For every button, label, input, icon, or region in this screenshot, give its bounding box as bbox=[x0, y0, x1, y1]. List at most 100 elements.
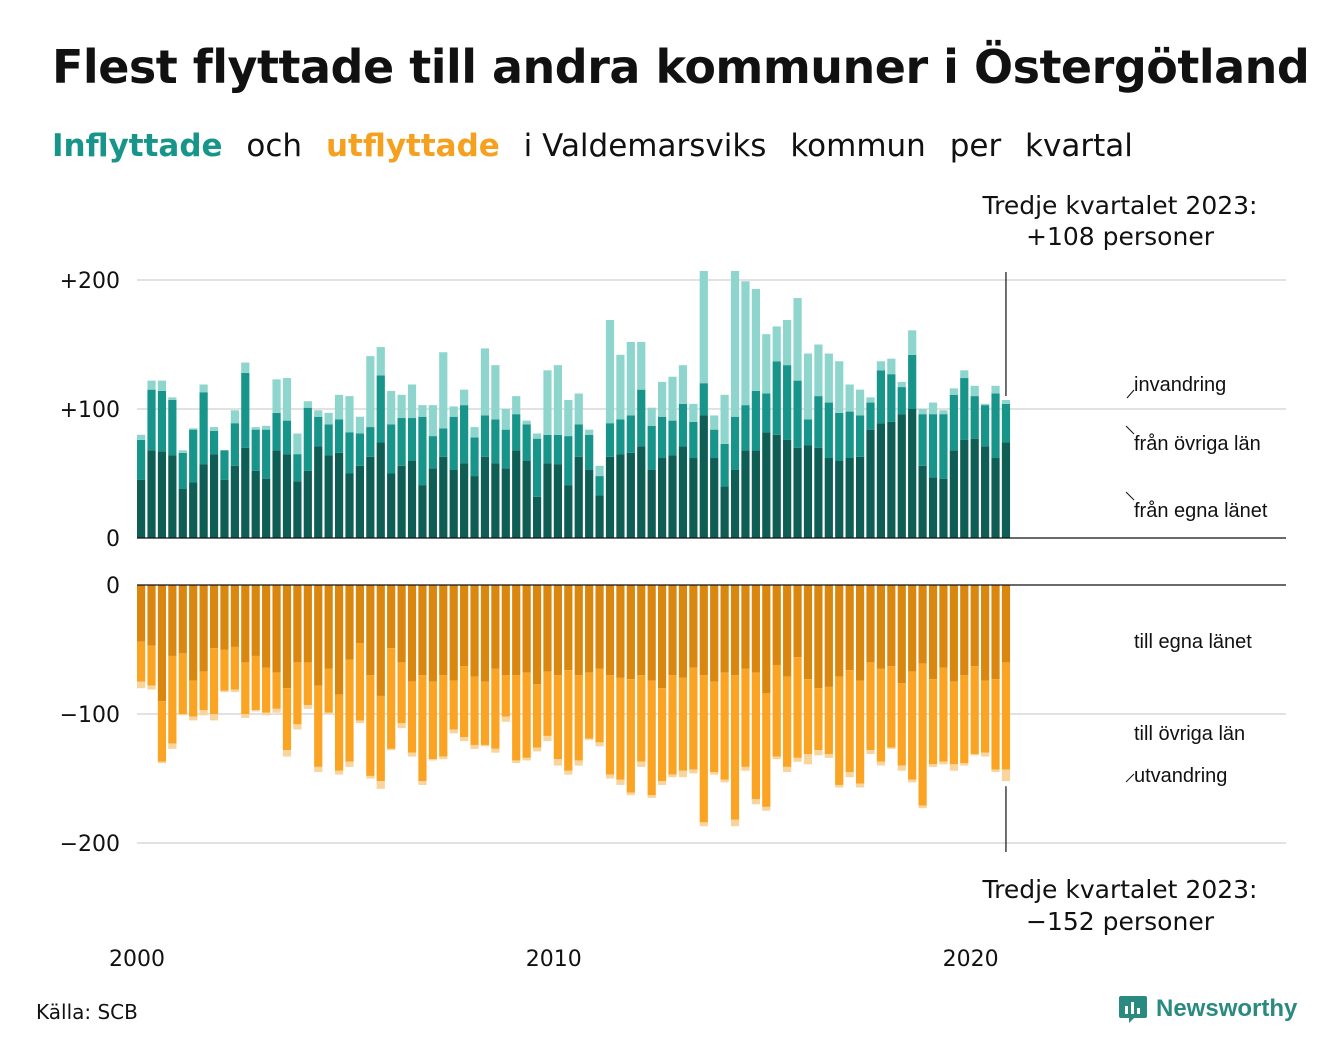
bar-in-immigration bbox=[981, 403, 990, 406]
bar-out-own bbox=[147, 585, 156, 646]
annotation-top-line2: +108 personer bbox=[1026, 222, 1215, 251]
bar-in-other bbox=[939, 414, 948, 479]
bar-out-other bbox=[230, 646, 239, 690]
bar-out-emigration bbox=[282, 750, 292, 757]
bar-in-other bbox=[241, 372, 250, 448]
bar-out-own bbox=[720, 585, 729, 673]
bar-in-own bbox=[866, 429, 875, 538]
bar-out-emigration bbox=[137, 681, 146, 689]
bar-in-immigration bbox=[741, 281, 750, 406]
bar-in-other bbox=[887, 374, 896, 422]
bar-out-emigration bbox=[960, 763, 969, 766]
bar-in-other bbox=[324, 424, 333, 456]
bar-out-own bbox=[626, 585, 635, 680]
bar-in-other bbox=[293, 454, 302, 482]
bar-out-other bbox=[1001, 662, 1011, 770]
bar-out-other bbox=[751, 672, 760, 800]
y-tick-label-top: +100 bbox=[60, 398, 120, 423]
bar-in-own bbox=[689, 458, 698, 538]
bar-in-own bbox=[845, 458, 854, 538]
bar-in-immigration bbox=[574, 393, 583, 425]
bar-out-own bbox=[303, 585, 312, 663]
bar-in-own bbox=[949, 450, 958, 538]
bar-out-own bbox=[783, 585, 792, 677]
bar-in-immigration bbox=[1001, 399, 1011, 404]
bar-in-immigration bbox=[209, 427, 219, 431]
bar-out-own bbox=[949, 585, 958, 682]
bar-out-other bbox=[918, 663, 927, 806]
bar-in-immigration bbox=[324, 412, 333, 425]
bar-in-immigration bbox=[272, 379, 281, 413]
bar-out-own bbox=[678, 585, 688, 678]
bar-out-other bbox=[262, 667, 271, 713]
bar-out-emigration bbox=[251, 710, 260, 712]
bar-out-emigration bbox=[991, 769, 1000, 773]
bar-out-emigration bbox=[668, 774, 677, 778]
bar-out-own bbox=[397, 585, 406, 663]
bar-out-other bbox=[689, 667, 698, 770]
bar-in-other bbox=[501, 429, 510, 469]
bar-out-own bbox=[522, 585, 531, 673]
bar-in-immigration bbox=[585, 429, 594, 435]
bar-out-emigration bbox=[470, 744, 479, 749]
bar-in-own bbox=[710, 458, 719, 538]
bar-out-own bbox=[605, 585, 615, 676]
bar-out-other bbox=[762, 693, 771, 807]
bar-out-own bbox=[407, 585, 417, 682]
bar-out-own bbox=[428, 585, 437, 682]
bar-in-immigration bbox=[314, 410, 323, 417]
bar-in-other bbox=[460, 405, 469, 464]
bar-out-emigration bbox=[835, 784, 844, 788]
subtitle-inflow: Inflyttade bbox=[52, 128, 223, 164]
bar-in-own bbox=[293, 481, 302, 538]
bar-out-other bbox=[720, 672, 729, 780]
bar-out-other bbox=[407, 681, 417, 753]
annotation-bottom-line1: Tredje kvartalet 2023: bbox=[982, 875, 1258, 904]
bar-in-other bbox=[209, 430, 219, 455]
bar-out-own bbox=[293, 585, 302, 663]
bar-out-own bbox=[199, 585, 208, 672]
bar-out-own bbox=[564, 585, 573, 671]
bar-out-other bbox=[939, 667, 948, 762]
bar-in-immigration bbox=[647, 407, 656, 426]
bar-in-other bbox=[710, 429, 719, 459]
bar-in-immigration bbox=[522, 420, 531, 425]
bar-in-own bbox=[439, 456, 448, 538]
bar-out-other bbox=[439, 675, 448, 757]
bar-out-emigration bbox=[199, 710, 208, 716]
bar-out-other bbox=[730, 675, 740, 820]
bar-out-own bbox=[376, 585, 385, 696]
bar-out-own bbox=[470, 585, 479, 677]
bar-out-own bbox=[137, 585, 146, 642]
bar-in-immigration bbox=[501, 409, 510, 430]
bar-in-own bbox=[262, 478, 271, 538]
bar-in-immigration bbox=[345, 396, 354, 433]
y-tick-label-bottom: −200 bbox=[60, 832, 120, 857]
bar-out-own bbox=[772, 585, 781, 665]
bar-in-other bbox=[522, 424, 531, 461]
legend-label-till-egna-lanet: till egna länet bbox=[1134, 631, 1252, 653]
bar-out-own bbox=[845, 585, 854, 671]
bar-in-immigration bbox=[397, 394, 406, 419]
bar-out-own bbox=[230, 585, 239, 647]
bar-in-immigration bbox=[491, 365, 500, 420]
bar-out-own bbox=[699, 585, 708, 676]
bar-in-own bbox=[272, 450, 281, 538]
bar-in-other bbox=[491, 419, 500, 464]
annotation-top-line1: Tredje kvartalet 2023: bbox=[982, 191, 1258, 220]
bar-out-own bbox=[741, 585, 750, 669]
bar-in-immigration bbox=[803, 353, 813, 420]
bar-out-other bbox=[553, 675, 562, 760]
bar-in-other bbox=[366, 427, 375, 457]
bar-in-immigration bbox=[178, 450, 187, 453]
bar-out-own bbox=[209, 585, 219, 649]
bar-in-own bbox=[762, 432, 771, 538]
bar-out-other bbox=[772, 664, 781, 757]
bar-out-other bbox=[532, 684, 542, 748]
bar-out-emigration bbox=[855, 783, 865, 788]
bar-in-immigration bbox=[824, 353, 833, 403]
bar-out-emigration bbox=[293, 724, 302, 730]
bar-in-own bbox=[783, 439, 792, 538]
bar-in-other bbox=[720, 443, 729, 487]
bar-in-own bbox=[480, 456, 490, 538]
